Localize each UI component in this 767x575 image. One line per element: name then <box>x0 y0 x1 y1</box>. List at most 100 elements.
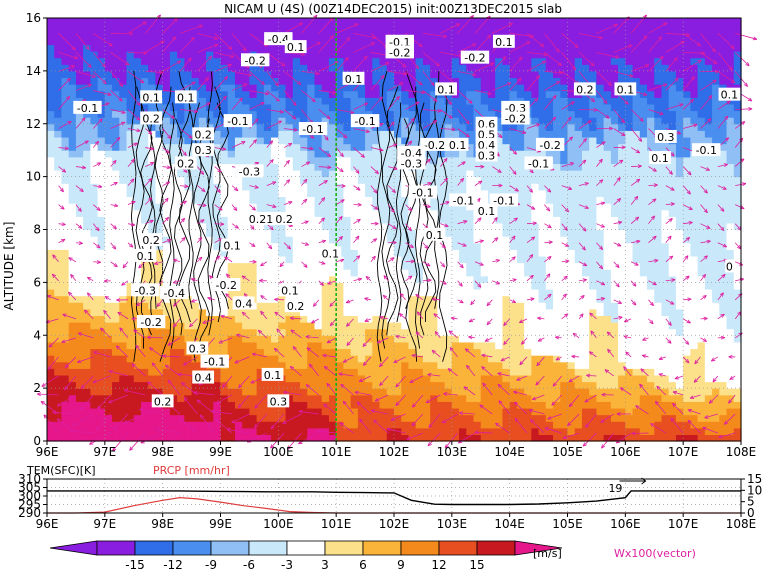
shading-cell <box>553 103 561 112</box>
shading-cell <box>119 77 128 85</box>
shading-cell <box>220 170 229 178</box>
shading-cell <box>509 123 518 131</box>
shading-cell <box>162 407 171 416</box>
shading-cell <box>553 18 561 26</box>
shading-cell <box>444 170 453 178</box>
shading-cell <box>155 163 164 171</box>
shading-cell <box>596 328 605 336</box>
shading-cell <box>437 37 446 46</box>
shading-cell <box>263 255 272 264</box>
shading-cell <box>531 262 540 270</box>
shading-cell <box>343 222 352 231</box>
shading-cell <box>220 97 229 105</box>
shading-cell <box>220 130 229 138</box>
shading-cell <box>292 262 301 270</box>
shading-cell <box>480 275 489 283</box>
shading-cell <box>198 90 207 98</box>
shading-cell <box>560 368 569 376</box>
shading-cell <box>531 170 540 178</box>
shading-cell <box>307 103 316 112</box>
shading-cell <box>516 394 525 402</box>
shading-cell <box>524 394 532 402</box>
shading-cell <box>198 176 207 184</box>
shading-cell <box>430 288 438 297</box>
shading-cell <box>350 51 359 59</box>
shading-cell <box>574 242 583 250</box>
shading-cell <box>502 255 511 264</box>
shading-cell <box>61 84 70 92</box>
shading-cell <box>589 64 598 72</box>
shading-cell <box>184 209 193 217</box>
shading-cell <box>249 189 258 198</box>
shading-cell <box>75 275 84 283</box>
shading-cell <box>104 123 113 131</box>
shading-cell <box>372 374 381 383</box>
shading-cell <box>292 381 301 389</box>
shading-cell <box>328 84 337 92</box>
shading-cell <box>553 414 561 422</box>
shading-cell <box>538 308 547 317</box>
shading-cell <box>220 341 229 350</box>
shading-cell <box>545 328 554 336</box>
shading-cell <box>444 242 453 250</box>
shading-cell <box>451 163 460 171</box>
shading-cell <box>394 388 402 396</box>
shading-cell <box>184 18 193 26</box>
shading-cell <box>184 355 193 363</box>
shading-cell <box>249 407 258 416</box>
shading-cell <box>336 282 344 290</box>
shading-cell <box>524 189 532 198</box>
shading-cell <box>61 90 70 98</box>
shading-cell <box>574 110 583 118</box>
shading-cell <box>68 288 77 297</box>
shading-cell <box>54 222 63 231</box>
shading-cell <box>278 222 287 231</box>
shading-cell <box>112 31 120 39</box>
shading-cell <box>133 18 142 26</box>
shading-cell <box>321 189 330 198</box>
shading-cell <box>422 84 431 92</box>
shading-cell <box>581 288 590 297</box>
shading-cell <box>191 44 200 52</box>
shading-cell <box>603 269 612 277</box>
shading-cell <box>459 315 467 323</box>
shading-cell <box>328 427 337 435</box>
shading-cell <box>242 103 251 112</box>
shading-cell <box>603 117 612 125</box>
shading-cell <box>437 355 446 363</box>
shading-cell <box>343 216 352 224</box>
shading-cell <box>213 421 222 429</box>
shading-cell <box>83 57 91 65</box>
shading-cell <box>553 216 561 224</box>
shading-cell <box>177 348 185 356</box>
shading-cell <box>466 97 475 105</box>
shading-cell <box>162 156 171 165</box>
shading-cell <box>140 170 149 178</box>
shading-cell <box>249 434 258 442</box>
shading-cell <box>538 401 547 409</box>
shading-cell <box>487 401 496 409</box>
shading-cell <box>54 70 63 79</box>
shading-cell <box>169 170 178 178</box>
shading-cell <box>444 117 453 125</box>
shading-cell <box>292 156 301 165</box>
shading-cell <box>495 361 504 369</box>
shading-cell <box>379 117 388 125</box>
shading-cell <box>574 130 583 138</box>
shading-cell <box>545 341 554 350</box>
shading-cell <box>321 110 330 118</box>
shading-cell <box>155 295 164 303</box>
shading-cell <box>459 130 467 138</box>
shading-cell <box>437 31 446 39</box>
shading-cell <box>328 150 337 158</box>
shading-cell <box>610 414 619 422</box>
shading-cell <box>177 229 185 237</box>
shading-cell <box>444 44 453 52</box>
shading-cell <box>524 64 532 72</box>
shading-cell <box>47 203 55 211</box>
shading-cell <box>545 229 554 237</box>
shading-cell <box>589 57 598 65</box>
shading-cell <box>278 308 287 317</box>
shading-cell <box>90 176 99 184</box>
shading-cell <box>75 77 84 85</box>
